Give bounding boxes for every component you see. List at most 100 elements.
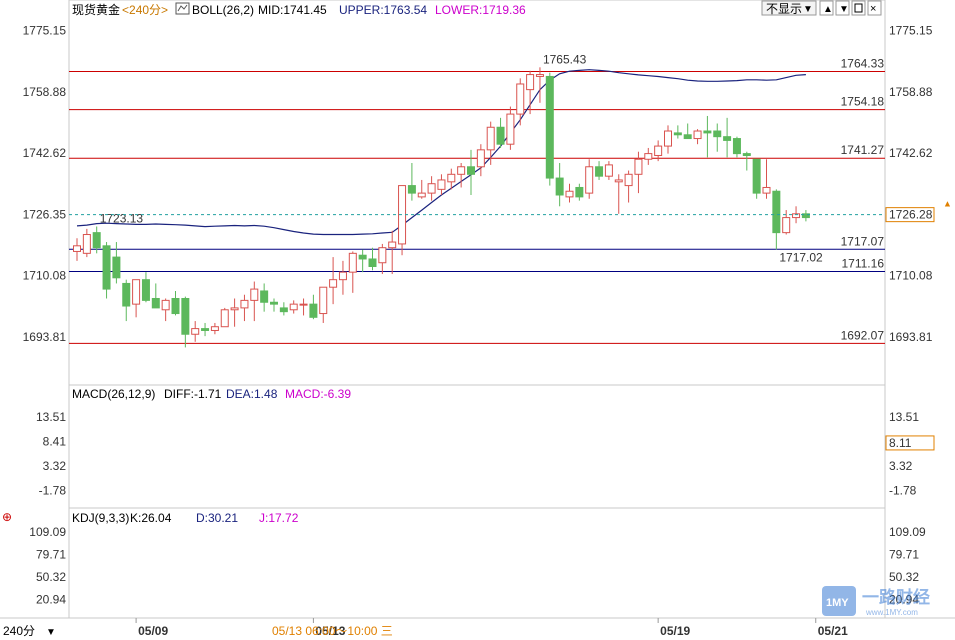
- candle-up: [378, 247, 387, 264]
- move-down-button[interactable]: [835, 0, 850, 16]
- candle-down: [555, 177, 564, 196]
- kdj-y-tick-left: 50.32: [36, 570, 66, 584]
- macd-y-tick-left: 3.32: [43, 459, 67, 473]
- candle-up: [535, 74, 544, 77]
- candles: [73, 67, 810, 348]
- x-tick-label: 05/21: [818, 624, 848, 638]
- candle-up: [693, 130, 702, 140]
- candle-up: [476, 149, 485, 168]
- watermark-logo: [822, 586, 856, 616]
- macd-header: MACD(26,12,9) DIFF:-1.71 DEA:1.48 MACD:-…: [72, 387, 351, 401]
- candle-up: [792, 213, 801, 219]
- y-tick-label-left: 1693.81: [23, 330, 67, 344]
- watermark-brand: 一路财经: [862, 587, 930, 607]
- kdj-header: ⊕ KDJ(9,3,3) K:26.04 D:30.21 J:17.72: [2, 510, 299, 525]
- bottom-bar: 240分 ▼ 05/09 05/13 05/19 05/21 05/13 06:00～…: [0, 618, 848, 639]
- candle-down: [358, 254, 367, 260]
- candle-down: [496, 126, 505, 145]
- candle-down: [141, 279, 150, 301]
- candle-down: [92, 232, 101, 249]
- macd-value-label: MACD:-6.39: [285, 387, 351, 401]
- kdj-y-axis: 109.09 109.09 79.71 79.71 50.32 50.32 20.94 20.…: [29, 525, 926, 607]
- boll-lower-label: LOWER:1719.36: [435, 3, 526, 17]
- candle-down: [595, 166, 604, 177]
- period-label: <240分>: [122, 3, 168, 17]
- candle-up: [762, 186, 771, 194]
- price-annotation: 1765.43: [543, 52, 587, 66]
- hide-indicator-button[interactable]: [761, 0, 817, 16]
- instrument-name: 现货黄金: [72, 2, 120, 17]
- reference-line-label: 1754.18: [841, 95, 885, 109]
- macd-y-tick-left: 8.41: [43, 434, 67, 448]
- candle-up: [516, 83, 525, 115]
- candle-down: [723, 136, 732, 141]
- candle-up: [624, 173, 633, 187]
- candle-down: [151, 297, 160, 309]
- candle-down: [575, 186, 584, 198]
- y-tick-label-right: 1775.15: [889, 24, 933, 38]
- window-controls: 不显示 ▼ ▲ ▼ ×: [761, 0, 882, 16]
- candle-up: [486, 126, 495, 151]
- macd-diff-label: DIFF:-1.71: [164, 387, 222, 401]
- macd-y-tick-right: 13.51: [889, 410, 919, 424]
- candle-down: [467, 166, 475, 175]
- candle-up: [782, 217, 791, 234]
- move-up-button[interactable]: [819, 0, 834, 16]
- maximize-button[interactable]: [851, 0, 866, 16]
- candle-up: [161, 299, 170, 311]
- kdj-y-tick-left: 109.09: [29, 525, 66, 539]
- candle-up: [210, 326, 219, 331]
- close-button[interactable]: [867, 0, 882, 16]
- boll-mid-label: MID:1741.45: [258, 3, 327, 17]
- candle-up: [230, 307, 239, 311]
- candle-down: [772, 190, 781, 234]
- candle-up: [506, 113, 515, 145]
- macd-name: MACD(26,12,9): [72, 387, 155, 401]
- reference-line-label: 1741.27: [841, 143, 885, 157]
- dropdown-arrow-icon: ▼: [803, 4, 813, 15]
- kdj-y-tick-right: 50.32: [889, 570, 919, 584]
- macd-y-tick-left: 13.51: [36, 410, 66, 424]
- period-select-label: 240分: [3, 624, 35, 638]
- candle-down: [673, 132, 682, 136]
- kdj-y-tick-left: 20.94: [36, 593, 66, 607]
- candle-up: [604, 164, 613, 177]
- candle-up: [289, 303, 298, 311]
- candle-down: [407, 185, 416, 194]
- macd-y-tick-left: -1.78: [39, 483, 67, 497]
- macd-panel-frame: [68, 384, 886, 509]
- up-arrow-icon: ▲: [823, 4, 833, 15]
- price-annotation: 1717.02: [779, 250, 823, 264]
- macd-last-tag: [885, 435, 935, 451]
- candle-up: [250, 288, 259, 301]
- candle-up: [348, 252, 357, 273]
- y-tick-label-left: 1758.88: [23, 85, 67, 99]
- candle-down: [122, 282, 131, 307]
- candle-up: [299, 303, 308, 306]
- y-tick-label-left: 1742.62: [23, 146, 67, 160]
- watermark-logo-text: 1MY: [826, 597, 849, 609]
- kdj-panel-frame: [68, 507, 886, 619]
- y-tick-label-right: 1710.08: [889, 269, 933, 283]
- candle-up: [427, 183, 436, 194]
- cursor-info: 05/13 06:00～10:00 三: [272, 624, 393, 638]
- boll-icon[interactable]: [175, 2, 190, 15]
- candle-up: [329, 279, 338, 288]
- kdj-y-tick-left: 79.71: [36, 547, 66, 561]
- y-tick-label-left: 1726.35: [23, 207, 67, 221]
- candle-down: [112, 256, 121, 279]
- candle-up: [437, 179, 446, 190]
- watermark-url: www.1MY.com: [865, 608, 918, 617]
- macd-y-tick-right: -1.78: [889, 483, 917, 497]
- candle-up: [644, 153, 653, 160]
- period-select[interactable]: [0, 621, 66, 639]
- crosshair-icon[interactable]: ⊕: [2, 510, 12, 524]
- candle-down: [713, 130, 722, 138]
- macd-last-value: 8.11: [889, 436, 912, 450]
- candle-down: [545, 75, 554, 179]
- candle-down: [171, 297, 180, 315]
- main-header: 现货黄金 <240分> BOLL(26,2) MID:1741.45 UPPER…: [72, 2, 526, 17]
- macd-dea-label: DEA:1.48: [226, 387, 278, 401]
